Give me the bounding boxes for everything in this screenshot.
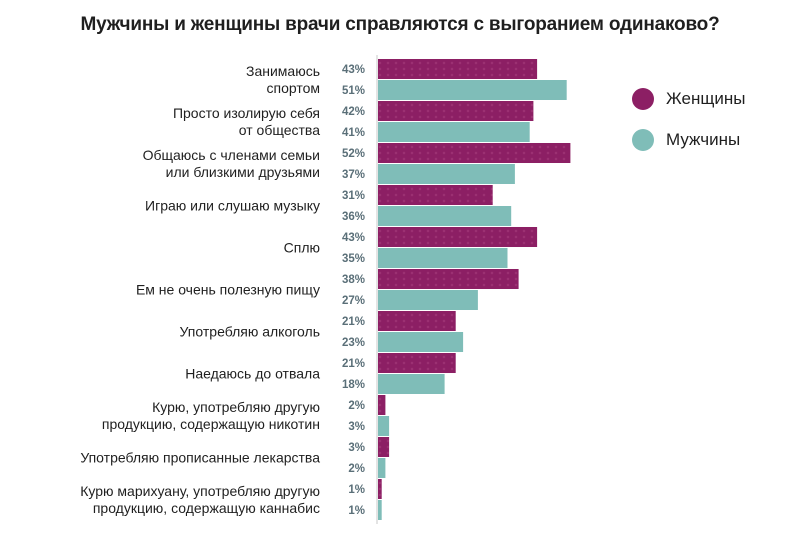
bar-men [378, 164, 515, 184]
category-label-line: Наедаюсь до отвала [185, 366, 320, 382]
bar-women [378, 101, 534, 121]
value-label-men: 18% [342, 379, 365, 391]
bar-women [378, 311, 456, 331]
bar-women [378, 59, 538, 79]
category-label-line: Просто изолирую себя [173, 105, 320, 121]
chart-title: Мужчины и женщины врачи справляются с вы… [80, 14, 720, 35]
value-label-men: 27% [342, 295, 365, 307]
category-label: Наедаюсь до отвала [185, 366, 320, 382]
value-label-women: 21% [342, 316, 365, 328]
value-label-women: 3% [348, 442, 365, 454]
value-label-men: 51% [342, 85, 365, 97]
category-label-line: Курю марихуану, употребляю другую [80, 483, 320, 499]
category-label: Употребляю прописанные лекарства [80, 450, 320, 466]
category-label-line: Курю, употребляю другую [152, 399, 320, 415]
bar-men [378, 80, 567, 100]
bar-women [378, 227, 538, 247]
value-label-women: 43% [342, 232, 365, 244]
value-label-men: 1% [348, 505, 365, 517]
category-label-line: продукцию, содержащую каннабис [93, 500, 320, 516]
legend-label-men: Мужчины [666, 130, 741, 149]
category-label: Курю, употребляю другую продукцию, содерж… [102, 399, 320, 432]
category-label: Общаюсь с членами семьи или близкими друз… [143, 147, 320, 180]
value-label-men: 37% [342, 169, 365, 181]
category-label-line: Играю или слушаю музыку [145, 198, 320, 214]
value-label-women: 2% [348, 400, 365, 412]
category-label: Играю или слушаю музыку [145, 198, 320, 214]
value-label-men: 36% [342, 211, 365, 223]
value-label-men: 2% [348, 463, 365, 475]
value-label-women: 31% [342, 190, 365, 202]
bar-women [378, 143, 571, 163]
bar-women [378, 395, 386, 415]
category-label-line: Употребляю алкоголь [180, 324, 320, 340]
value-label-women: 1% [348, 484, 365, 496]
bar-men [378, 416, 390, 436]
legend-swatch-women [632, 88, 654, 110]
value-label-women: 21% [342, 358, 365, 370]
value-label-men: 3% [348, 421, 365, 433]
value-label-women: 38% [342, 274, 365, 286]
category-label: Употребляю алкоголь [180, 324, 320, 340]
category-label-line: или близкими друзьями [166, 164, 320, 180]
category-label-line: Занимаюсь [246, 63, 320, 79]
bar-men [378, 332, 464, 352]
bar-women [378, 269, 519, 289]
bar-men [378, 374, 445, 394]
legend-swatch-men [632, 129, 654, 151]
bar-women [378, 353, 456, 373]
bar-men [378, 122, 530, 142]
bar-men [378, 248, 508, 268]
value-label-women: 43% [342, 64, 365, 76]
value-label-men: 23% [342, 337, 365, 349]
bar-women [378, 479, 382, 499]
category-label-line: спортом [266, 80, 320, 96]
category-label: Занимаюсь спортом [246, 63, 320, 96]
category-label-line: продукцию, содержащую никотин [102, 416, 320, 432]
category-label-line: Ем не очень полезную пищу [136, 282, 320, 298]
category-label: Курю марихуану, употребляю другую продукц… [80, 483, 320, 516]
value-label-men: 41% [342, 127, 365, 139]
category-label-line: Общаюсь с членами семьи [143, 147, 320, 163]
bar-women [378, 437, 390, 457]
category-label: Ем не очень полезную пищу [136, 282, 320, 298]
legend-item-women: Женщины [632, 88, 745, 110]
value-label-men: 35% [342, 253, 365, 265]
category-label-line: Сплю [284, 240, 320, 256]
value-label-women: 42% [342, 106, 365, 118]
category-label: Просто изолирую себя от общества [173, 105, 320, 138]
bar-men [378, 500, 382, 520]
category-label: Сплю [284, 240, 320, 256]
bar-men [378, 458, 386, 478]
bar-men [378, 290, 478, 310]
bar-men [378, 206, 512, 226]
value-label-women: 52% [342, 148, 365, 160]
category-label-line: Употребляю прописанные лекарства [80, 450, 320, 466]
bar-women [378, 185, 493, 205]
category-label-line: от общества [239, 122, 320, 138]
legend-item-men: Мужчины [632, 129, 745, 151]
legend-label-women: Женщины [666, 89, 746, 108]
legend: Женщины Мужчины [632, 88, 745, 170]
